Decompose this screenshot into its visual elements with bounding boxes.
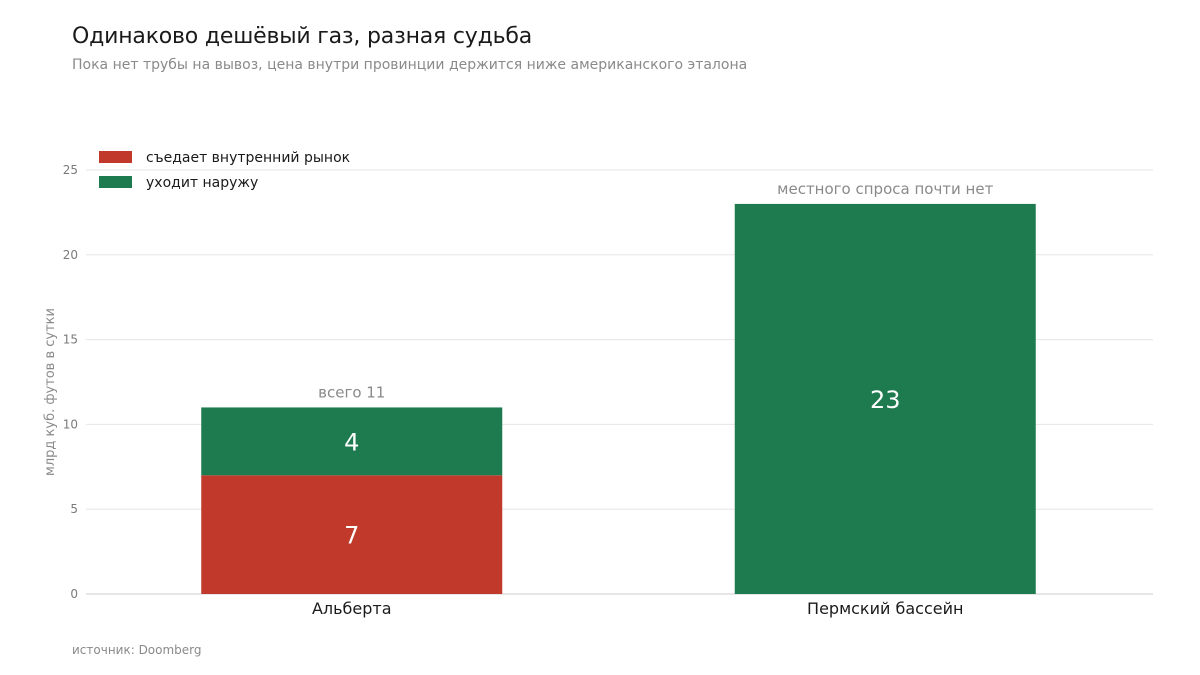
- y-tick-label: 25: [63, 163, 78, 177]
- y-tick-label: 0: [70, 587, 78, 601]
- y-tick-label: 10: [63, 417, 78, 431]
- legend-swatch: [99, 176, 132, 188]
- bar-annotation: местного спроса почти нет: [777, 180, 993, 198]
- data-label: 7: [344, 522, 359, 550]
- legend-swatch: [99, 151, 132, 163]
- y-tick-label: 15: [63, 333, 78, 347]
- data-label: 23: [870, 386, 901, 414]
- data-label: 4: [344, 428, 359, 456]
- legend-label: съедает внутренний рынок: [146, 150, 350, 166]
- bar-segment: [201, 407, 503, 476]
- y-tick-label: 20: [63, 248, 78, 262]
- source-note: источник: Doomberg: [72, 643, 202, 657]
- x-tick-label: Альберта: [312, 599, 392, 618]
- bar-annotation: всего 11: [318, 383, 385, 401]
- bar-segment: [201, 475, 503, 594]
- x-tick-label: Пермский бассейн: [807, 599, 963, 618]
- y-tick-label: 5: [70, 502, 78, 516]
- chart-subtitle: Пока нет трубы на вывоз, цена внутри про…: [72, 57, 748, 73]
- bar-segment: [734, 203, 1036, 595]
- y-axis-label: млрд куб. футов в сутки: [43, 308, 58, 476]
- legend-label: уходит наружу: [146, 175, 258, 191]
- chart-title: Одинаково дешёвый газ, разная судьба: [72, 24, 532, 49]
